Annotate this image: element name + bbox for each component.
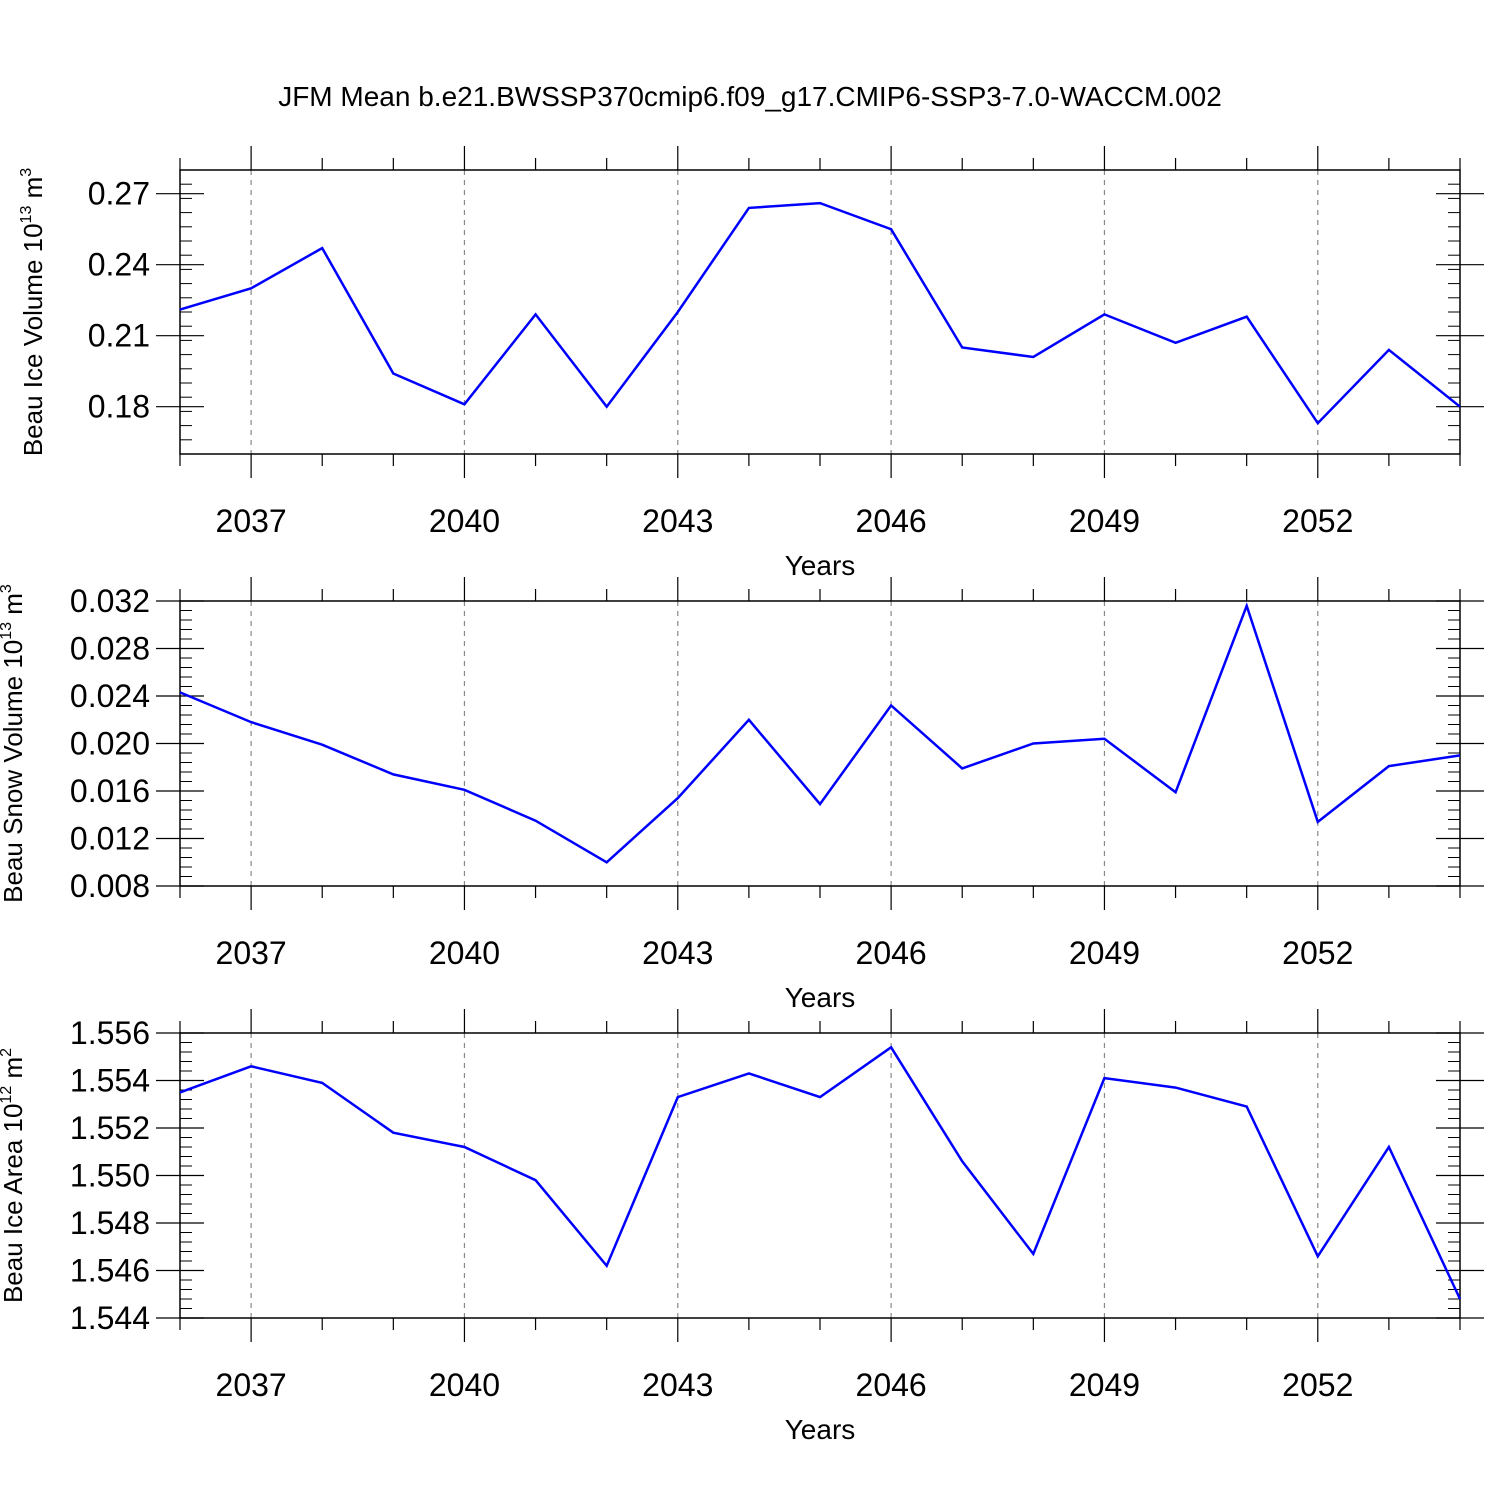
snow-volume-plot-frame: [179, 600, 1461, 887]
ice-area-x-axis-label: Years: [785, 1414, 856, 1445]
snow-volume-y-axis-label: Beau Snow Volume 1013 m3: [0, 584, 28, 903]
snow-volume-y-tick-label: 0.032: [70, 583, 150, 619]
ice-volume-panel: 2037 2040 2043 2046 2049 2052 Years 0.18 0.21 0.2…: [18, 146, 1484, 581]
ice-volume-x-tick-label: 2037: [216, 503, 287, 539]
ice-volume-series-line: [179, 201, 1461, 426]
ice-area-y-tick-label: 1.552: [70, 1110, 150, 1146]
snow-volume-x-tick-label: 2043: [642, 935, 713, 971]
ice-volume-y-axis-label: Beau Ice Volume 1013 m3: [18, 168, 48, 456]
ice-area-x-tick-label: 2052: [1282, 1367, 1353, 1403]
snow-volume-y-label-unit: m: [0, 593, 28, 622]
ice-area-x-tick-label: 2037: [216, 1367, 287, 1403]
ice-area-y-label-text: Beau Ice Area 10: [0, 1104, 28, 1303]
ice-area-y-axis-label: Beau Ice Area 1012 m2: [0, 1048, 28, 1303]
ice-area-x-tick-label: 2049: [1069, 1367, 1140, 1403]
ice-area-x-tick-label: 2046: [856, 1367, 927, 1403]
ice-volume-y-tick-label: 0.21: [88, 318, 150, 354]
ice-area-series-line: [179, 1045, 1462, 1300]
ice-area-y-tick-label: 1.550: [70, 1158, 150, 1194]
ice-area-y-tick-label: 1.544: [70, 1300, 150, 1336]
snow-volume-x-tick-label: 2040: [429, 935, 500, 971]
ice-volume-x-tick-label: 2040: [429, 503, 500, 539]
ice-area-y-label-unit: m: [0, 1057, 28, 1086]
ice-volume-x-tick-label: 2046: [856, 503, 927, 539]
snow-volume-x-tick-label: 2049: [1069, 935, 1140, 971]
snow-volume-y-tick-label: 0.020: [70, 726, 150, 762]
snow-volume-x-tick-label: 2046: [856, 935, 927, 971]
ice-area-y-label-exp: 12: [0, 1086, 15, 1104]
snow-volume-y-label-exp: 13: [0, 622, 15, 640]
snow-volume-y-tick-label: 0.016: [70, 773, 150, 809]
ice-volume-y-label-unit: m: [18, 177, 48, 206]
ice-volume-x-tick-label: 2052: [1282, 503, 1353, 539]
ice-volume-y-label-exp2: 3: [18, 168, 35, 177]
snow-volume-x-tick-label: 2037: [216, 935, 287, 971]
ice-area-y-tick-label: 1.548: [70, 1205, 150, 1241]
ice-volume-plot-frame: [179, 169, 1461, 455]
ice-volume-x-axis-label: Years: [785, 550, 856, 581]
ice-volume-y-tick-label: 0.18: [88, 389, 150, 425]
snow-volume-y-label-text: Beau Snow Volume 10: [0, 640, 28, 903]
snow-volume-y-tick-label: 0.028: [70, 631, 150, 667]
ice-area-y-tick-label: 1.554: [70, 1063, 150, 1099]
ice-volume-x-tick-label: 2049: [1069, 503, 1140, 539]
ice-area-x-tick-label: 2040: [429, 1367, 500, 1403]
ice-area-y-label-exp2: 2: [0, 1048, 15, 1057]
ice-volume-y-tick-label: 0.24: [88, 247, 150, 283]
ice-area-plot-frame: [179, 1032, 1461, 1319]
snow-volume-y-tick-label: 0.024: [70, 678, 150, 714]
snow-volume-y-tick-label: 0.008: [70, 868, 150, 904]
ice-area-y-tick-label: 1.556: [70, 1015, 150, 1051]
ice-volume-y-tick-label: 0.27: [88, 176, 150, 212]
snow-volume-y-label-exp2: 3: [0, 584, 15, 593]
ice-volume-y-label-exp: 13: [18, 206, 35, 224]
snow-volume-x-tick-label: 2052: [1282, 935, 1353, 971]
snow-volume-series-line: [179, 602, 1461, 864]
snow-volume-y-tick-label: 0.012: [70, 821, 150, 857]
ice-area-panel: 2037 2040 2043 2046 2049 2052 Years 1.544 1.546 1…: [0, 1009, 1484, 1445]
snow-volume-panel: 2037 2040 2043 2046 2049 2052 Years 0.008 0.012 0…: [0, 577, 1484, 1013]
snow-volume-x-axis-label: Years: [785, 982, 856, 1013]
ice-volume-y-label-text: Beau Ice Volume 10: [18, 223, 48, 456]
ice-volume-x-tick-label: 2043: [642, 503, 713, 539]
ice-area-y-tick-label: 1.546: [70, 1253, 150, 1289]
figure-title: JFM Mean b.e21.BWSSP370cmip6.f09_g17.CMI…: [278, 81, 1222, 112]
ice-area-x-tick-label: 2043: [642, 1367, 713, 1403]
